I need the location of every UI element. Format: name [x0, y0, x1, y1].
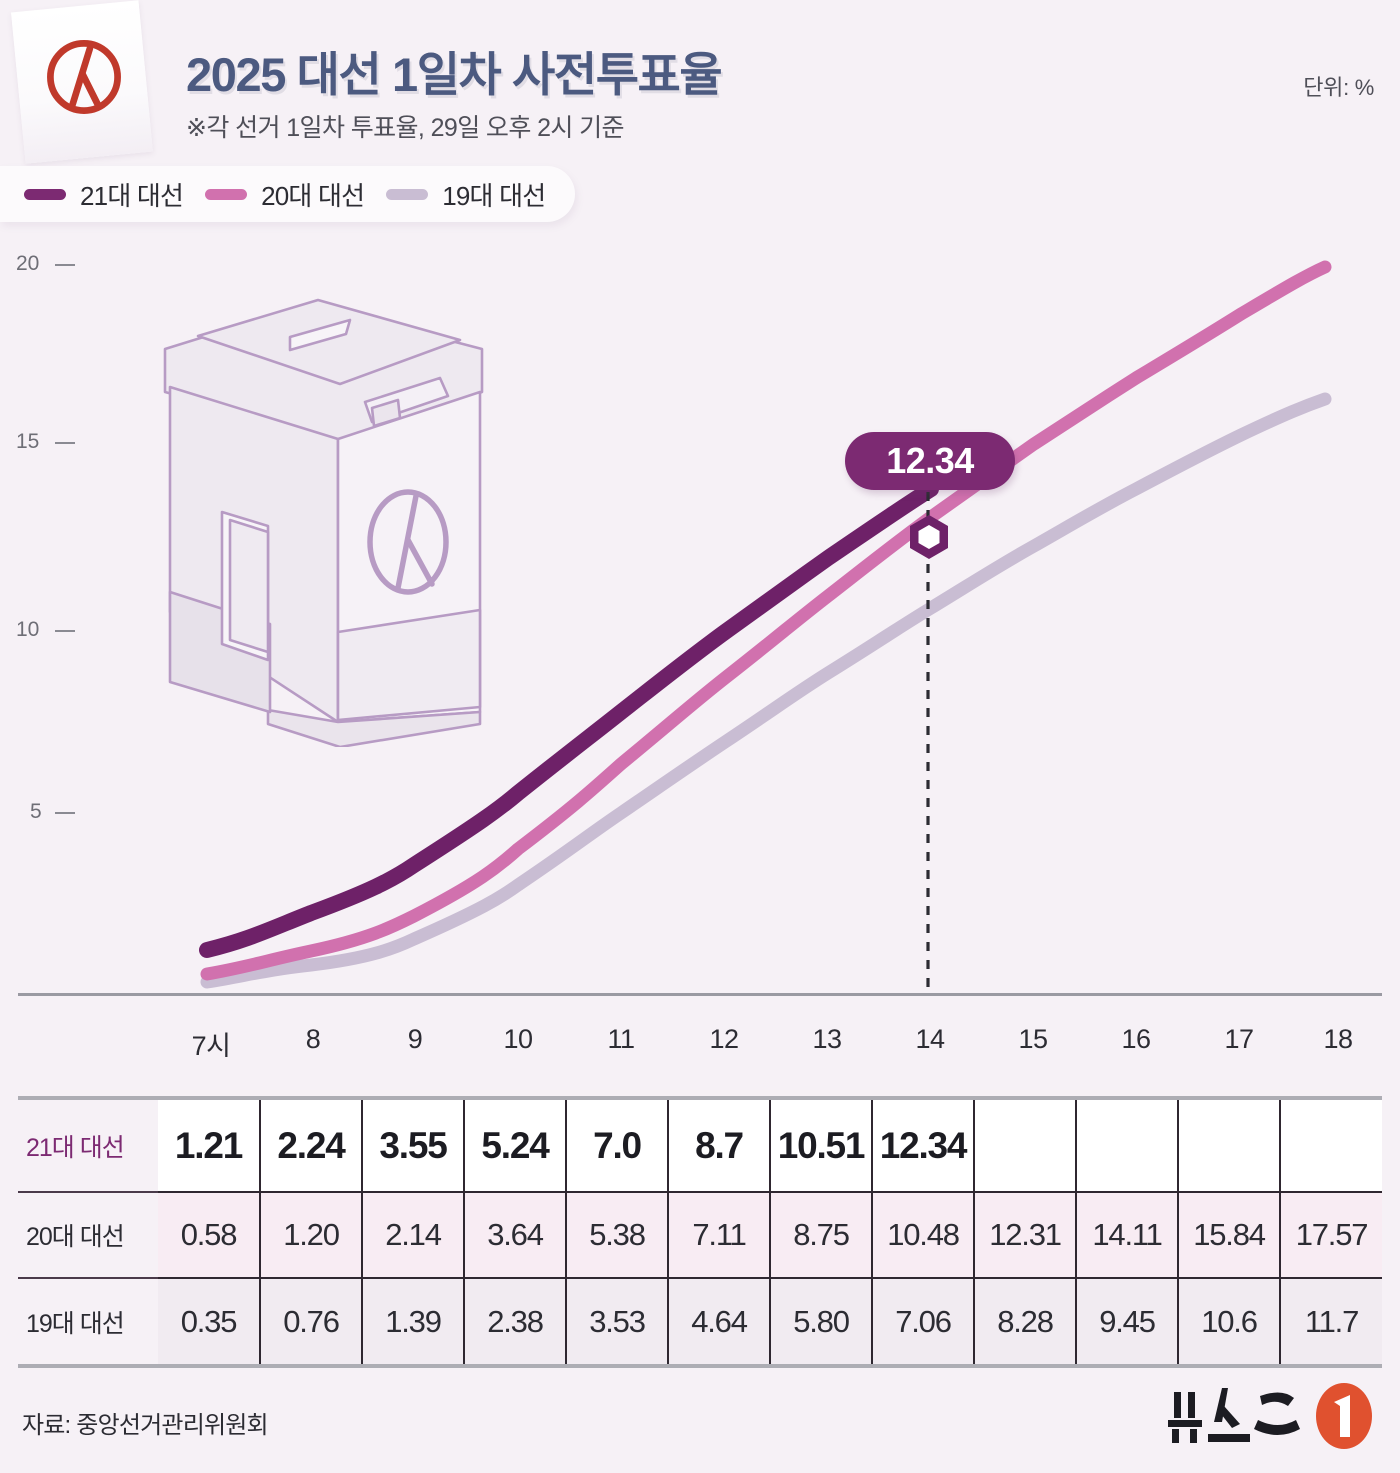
x-label-10: 17	[1224, 1024, 1254, 1054]
y-tick-label-20: 20	[16, 252, 40, 275]
cell-20-10: 15.84	[1178, 1192, 1281, 1279]
cell-21-0: 1.21	[158, 1100, 261, 1193]
cell-19-7: 7.06	[872, 1278, 975, 1364]
cell-20-1: 1.20	[260, 1192, 363, 1279]
series-line-19	[200, 392, 1332, 989]
cell-21-11	[1280, 1100, 1382, 1193]
cell-19-9: 9.45	[1076, 1278, 1179, 1364]
table-top-rule	[18, 1096, 1382, 1100]
page-title: 2025 대선 1일차 사전투표율	[186, 48, 723, 101]
ballot-box-illustration	[163, 298, 484, 747]
legend-item-21[interactable]: 21대 대선	[24, 176, 184, 213]
cell-21-10	[1178, 1100, 1281, 1193]
x-axis-baseline	[18, 993, 1382, 996]
cell-19-11: 11.7	[1280, 1278, 1382, 1364]
row-label-20: 20대 대선	[18, 1192, 158, 1279]
cell-21-4: 7.0	[566, 1100, 669, 1193]
table-row-20: 20대 대선 0.58 1.20 2.14 3.64 5.38 7.11 8.7…	[18, 1192, 1382, 1279]
legend-item-19[interactable]: 19대 대선	[386, 176, 546, 213]
unit-label: 단위: %	[1303, 75, 1374, 100]
row-label-21: 21대 대선	[18, 1100, 158, 1193]
legend-label-19: 19대 대선	[442, 180, 546, 211]
y-tick-dash-10	[55, 630, 75, 632]
x-label-8: 15	[1018, 1024, 1048, 1054]
cell-21-1: 2.24	[260, 1100, 363, 1193]
cell-19-8: 8.28	[974, 1278, 1077, 1364]
x-label-1: 8	[305, 1024, 321, 1054]
legend-item-20[interactable]: 20대 대선	[205, 176, 365, 213]
x-label-2: 9	[407, 1024, 423, 1054]
legend-label-21: 21대 대선	[80, 180, 184, 211]
cell-20-4: 5.38	[566, 1192, 669, 1279]
source-credit: 자료: 중앙선거관리위원회	[22, 1412, 269, 1439]
x-label-0: 7시	[191, 1031, 231, 1061]
x-label-5: 12	[709, 1024, 739, 1054]
cell-20-7: 10.48	[872, 1192, 975, 1279]
y-tick-label-5: 5	[30, 800, 42, 823]
y-tick-label-15: 15	[16, 430, 40, 453]
chart-lines	[199, 260, 1332, 993]
x-label-11: 18	[1323, 1024, 1353, 1054]
table-row-21: 21대 대선 1.21 2.24 3.55 5.24 7.0 8.7 10.51…	[18, 1100, 1382, 1193]
series-line-20	[200, 260, 1332, 981]
page-subtitle: ※각 선거 1일차 투표율, 29일 오후 2시 기준	[186, 114, 625, 142]
table-bottom-rule	[18, 1364, 1382, 1368]
cell-20-5: 7.11	[668, 1192, 771, 1279]
cell-19-3: 2.38	[464, 1278, 567, 1364]
cell-19-2: 1.39	[362, 1278, 465, 1364]
cell-20-11: 17.57	[1280, 1192, 1382, 1279]
cell-19-0: 0.35	[158, 1278, 261, 1364]
vote-stamp-icon	[47, 40, 121, 114]
cell-20-0: 0.58	[158, 1192, 261, 1279]
series-line-21	[199, 481, 939, 958]
legend-swatch-20	[205, 188, 248, 200]
legend-swatch-21	[24, 188, 66, 200]
y-tick-label-10: 10	[16, 618, 40, 641]
legend-swatch-19	[386, 188, 429, 200]
cell-19-6: 5.80	[770, 1278, 873, 1364]
news1-logo	[1168, 1383, 1372, 1449]
data-table: 21대 대선 1.21 2.24 3.55 5.24 7.0 8.7 10.51…	[18, 1100, 1382, 1364]
y-tick-dash-20	[55, 264, 75, 266]
cell-21-3: 5.24	[464, 1100, 567, 1193]
cell-19-1: 0.76	[260, 1278, 363, 1364]
cell-21-2: 3.55	[362, 1100, 465, 1193]
y-tick-dash-5	[55, 812, 75, 814]
chart-legend: 21대 대선 20대 대선 19대 대선	[0, 166, 576, 222]
cell-20-3: 3.64	[464, 1192, 567, 1279]
table-row-19: 19대 대선 0.35 0.76 1.39 2.38 3.53 4.64 5.8…	[18, 1278, 1382, 1364]
cell-21-8	[974, 1100, 1077, 1193]
cell-21-9	[1076, 1100, 1179, 1193]
data-point-marker-12-34	[910, 515, 948, 559]
x-label-4: 11	[607, 1024, 635, 1054]
y-tick-dash-15	[55, 442, 75, 444]
cell-20-9: 14.11	[1076, 1192, 1179, 1279]
cell-21-7: 12.34	[872, 1100, 975, 1193]
x-label-3: 10	[503, 1024, 533, 1054]
cell-19-10: 10.6	[1178, 1278, 1281, 1364]
cell-21-5: 8.7	[668, 1100, 771, 1193]
x-axis-labels: 7시 8 9 10 11 12 13 14 15 16 17 18	[0, 1024, 1400, 1070]
data-table-wrapper: 21대 대선 1.21 2.24 3.55 5.24 7.0 8.7 10.51…	[18, 1096, 1382, 1364]
x-label-6: 13	[812, 1024, 842, 1054]
row-label-19: 19대 대선	[26, 1309, 125, 1338]
x-label-7: 14	[915, 1024, 945, 1054]
cell-19-5: 4.64	[668, 1278, 771, 1364]
cell-20-8: 12.31	[974, 1192, 1077, 1279]
cell-20-2: 2.14	[362, 1192, 465, 1279]
cell-20-6: 8.75	[770, 1192, 873, 1279]
cell-19-4: 3.53	[566, 1278, 669, 1364]
x-label-9: 16	[1121, 1024, 1151, 1054]
value-tooltip: 12.34	[845, 432, 1015, 490]
cell-21-6: 10.51	[770, 1100, 873, 1193]
legend-label-20: 20대 대선	[261, 180, 365, 211]
